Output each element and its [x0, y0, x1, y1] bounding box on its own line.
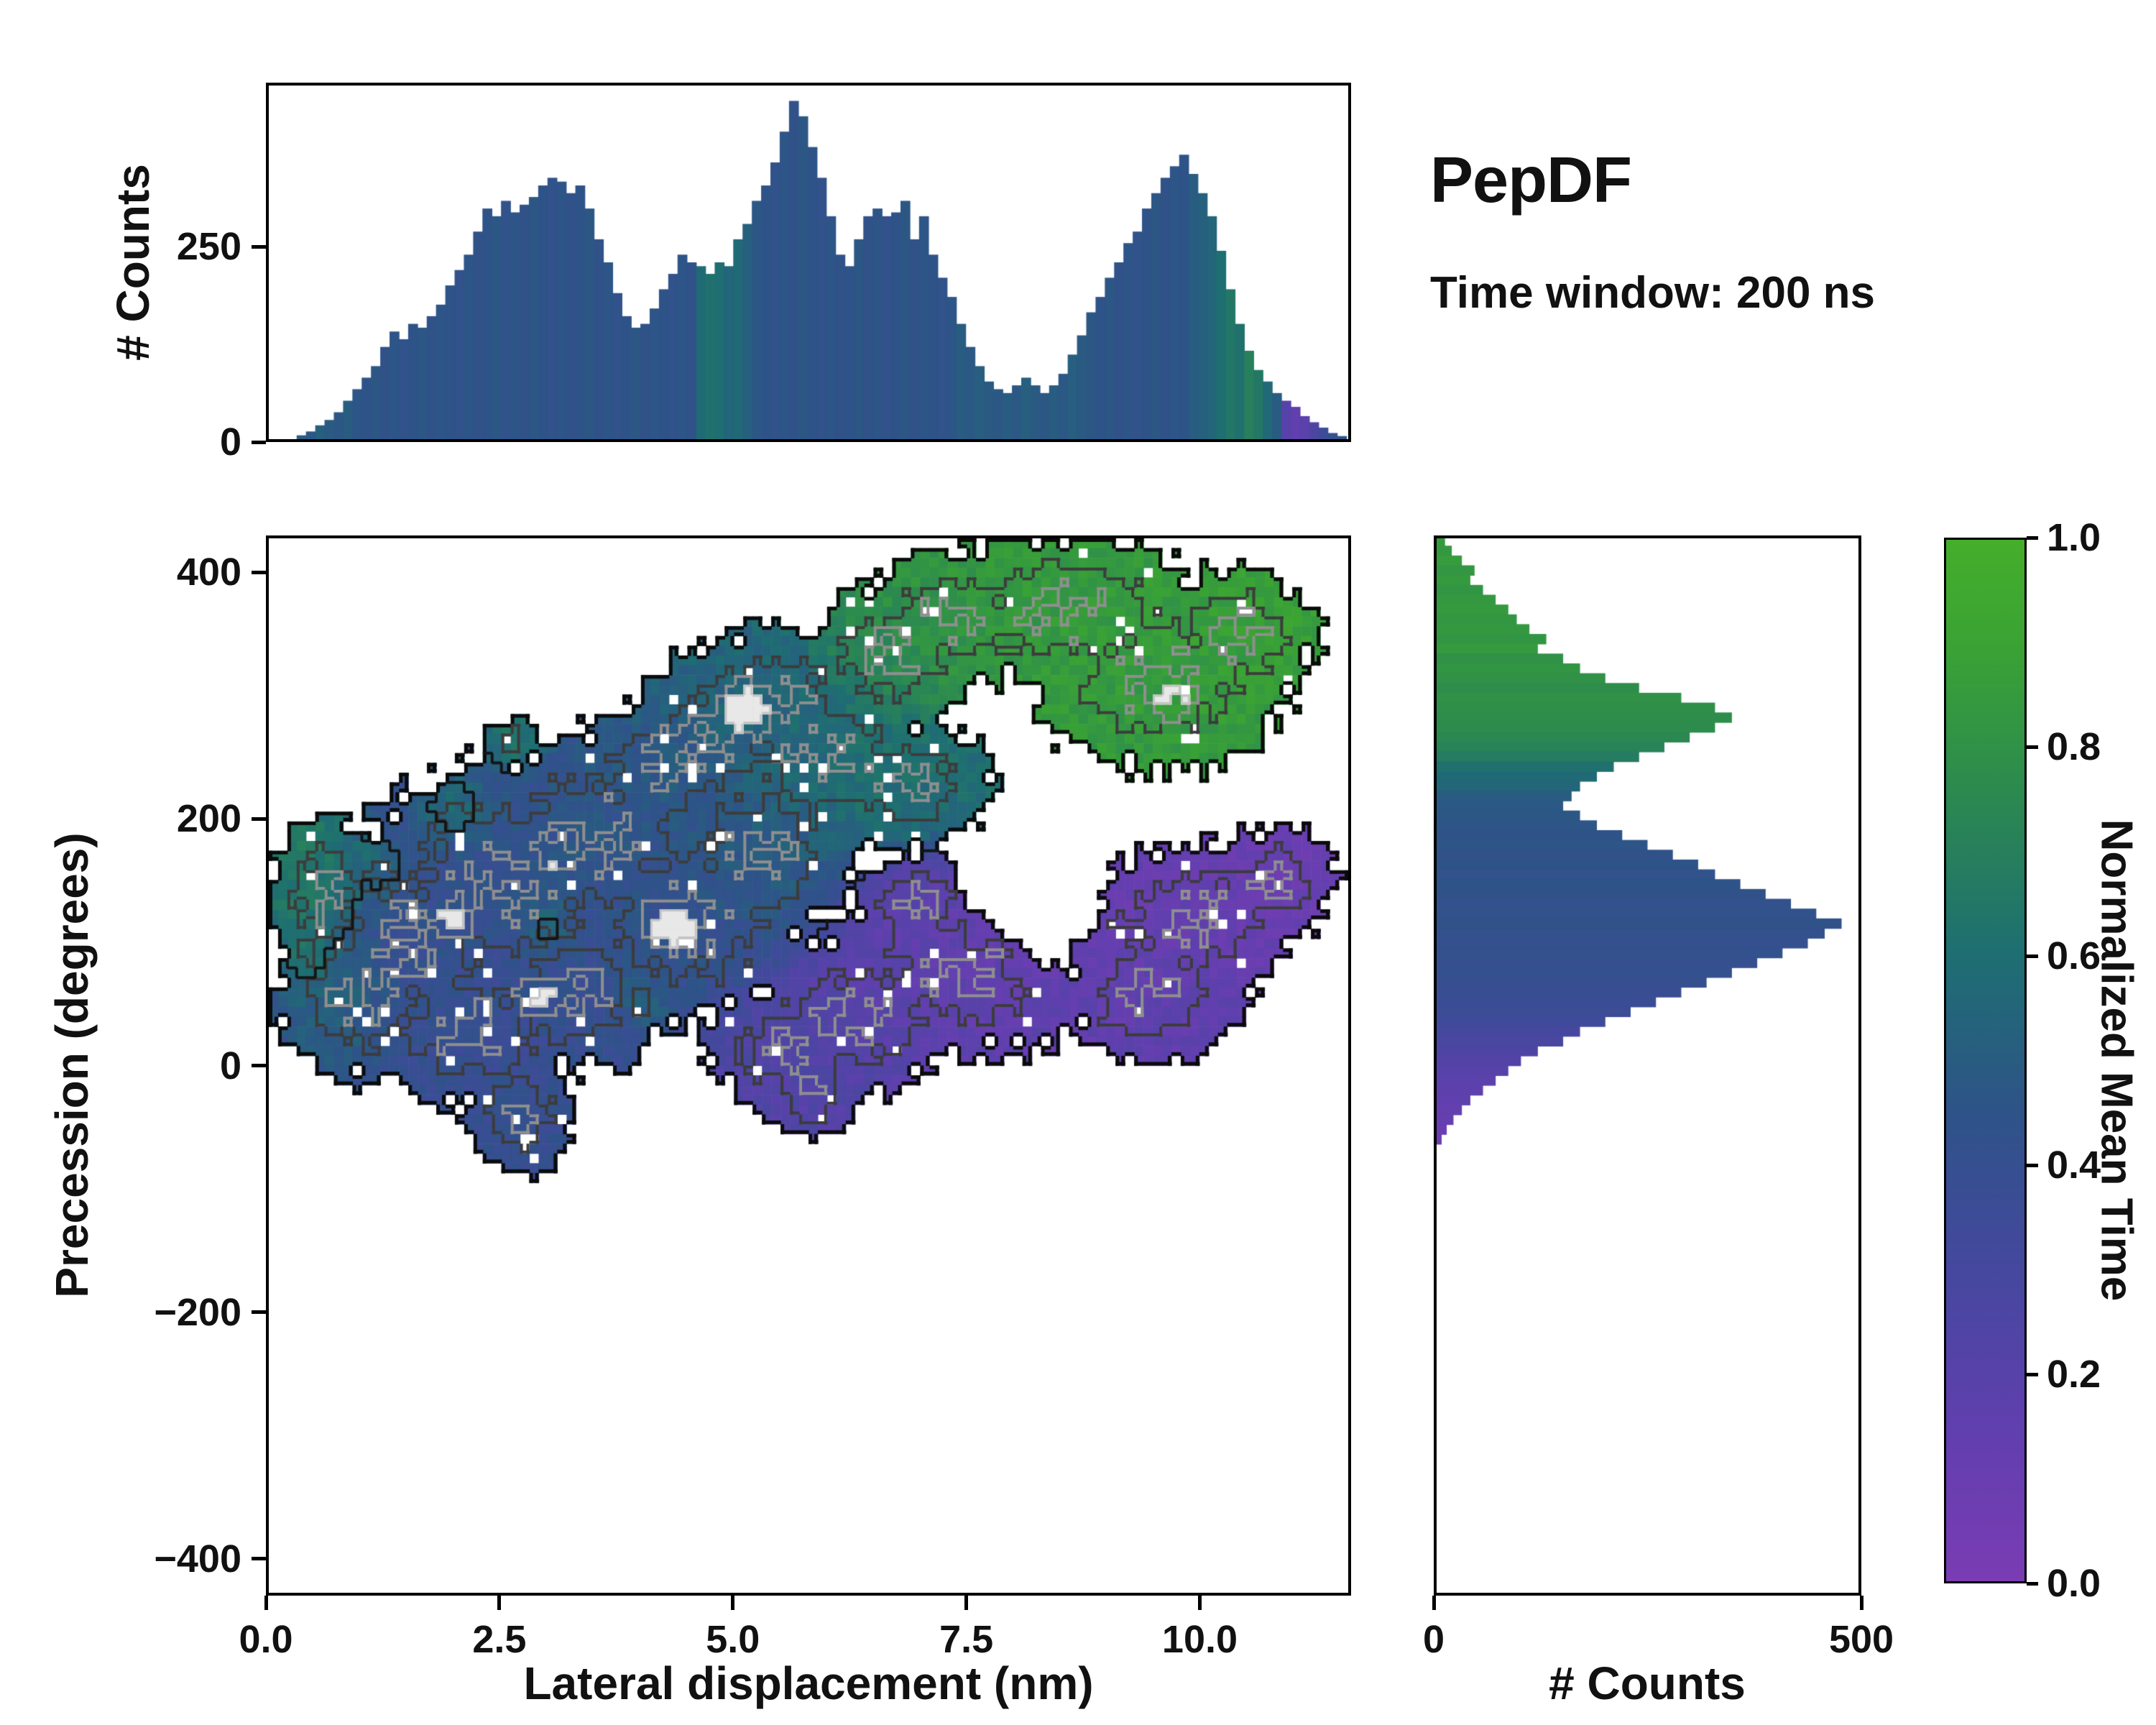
y-tick-label: −400	[154, 1537, 241, 1581]
plot-subtitle: Time window: 200 ns	[1430, 268, 1876, 318]
y-tick-mark	[252, 1064, 266, 1067]
main-density-plot-canvas	[269, 538, 1348, 1593]
x-tick-mark	[264, 1596, 268, 1610]
x-tick-label: 500	[1828, 1618, 1894, 1661]
x-tick-label: 5.0	[706, 1618, 760, 1661]
y-tick-label: −200	[154, 1290, 241, 1334]
x-tick-mark	[1197, 1596, 1202, 1610]
x-tick-label: 2.5	[472, 1618, 527, 1661]
colorbar-tick-mark	[2027, 1372, 2038, 1376]
y-tick-mark	[252, 1310, 266, 1315]
x-tick-mark	[1859, 1596, 1864, 1610]
x-tick-mark	[731, 1596, 735, 1610]
main-density-plot-axes	[266, 535, 1351, 1596]
colorbar-tick-mark	[2027, 1163, 2038, 1167]
y-tick-label: 250	[176, 225, 241, 269]
x-tick-label: 7.5	[939, 1618, 994, 1661]
x-tick-mark	[497, 1596, 502, 1610]
top-histogram-canvas	[269, 86, 1348, 439]
colorbar-label: Normalized Mean Time	[2091, 819, 2142, 1302]
x-tick-label: 10.0	[1161, 1618, 1238, 1661]
main-plot-y-axis-label: Precession (degrees)	[46, 832, 98, 1298]
y-tick-mark	[252, 1557, 266, 1561]
y-tick-mark	[252, 244, 266, 249]
y-tick-label: 0	[219, 420, 241, 464]
colorbar-tick-label: 0.0	[2047, 1562, 2101, 1605]
colorbar-tick-label: 0.4	[2047, 1144, 2101, 1187]
x-tick-mark	[964, 1596, 969, 1610]
main-plot-x-axis-label: Lateral displacement (nm)	[523, 1657, 1094, 1709]
x-tick-label: 0	[1422, 1618, 1445, 1661]
colorbar-tick-mark	[2027, 954, 2038, 958]
colorbar-tick-mark	[2027, 1581, 2038, 1586]
y-tick-label: 200	[176, 797, 241, 841]
top-histogram-axes	[266, 83, 1351, 442]
plot-title: PepDF	[1430, 144, 1632, 216]
colorbar-tick-mark	[2027, 535, 2038, 540]
right-histogram-axes	[1434, 535, 1861, 1596]
colorbar-tick-mark	[2027, 745, 2038, 749]
colorbar-tick-label: 0.6	[2047, 934, 2101, 978]
y-tick-mark	[252, 816, 266, 821]
top-histogram-y-axis-label: # Counts	[107, 164, 159, 361]
y-tick-label: 400	[176, 551, 241, 594]
colorbar	[1944, 538, 2027, 1583]
y-tick-mark	[252, 570, 266, 574]
colorbar-tick-label: 0.2	[2047, 1353, 2101, 1396]
y-tick-label: 0	[219, 1044, 241, 1087]
right-histogram-canvas	[1437, 538, 1858, 1593]
colorbar-tick-label: 1.0	[2047, 516, 2101, 559]
x-tick-label: 0.0	[239, 1618, 293, 1661]
y-tick-mark	[252, 440, 266, 444]
colorbar-tick-label: 0.8	[2047, 725, 2101, 768]
x-tick-mark	[1432, 1596, 1436, 1610]
colorbar-gradient	[1946, 540, 2024, 1581]
right-histogram-x-axis-label: # Counts	[1549, 1657, 1746, 1709]
